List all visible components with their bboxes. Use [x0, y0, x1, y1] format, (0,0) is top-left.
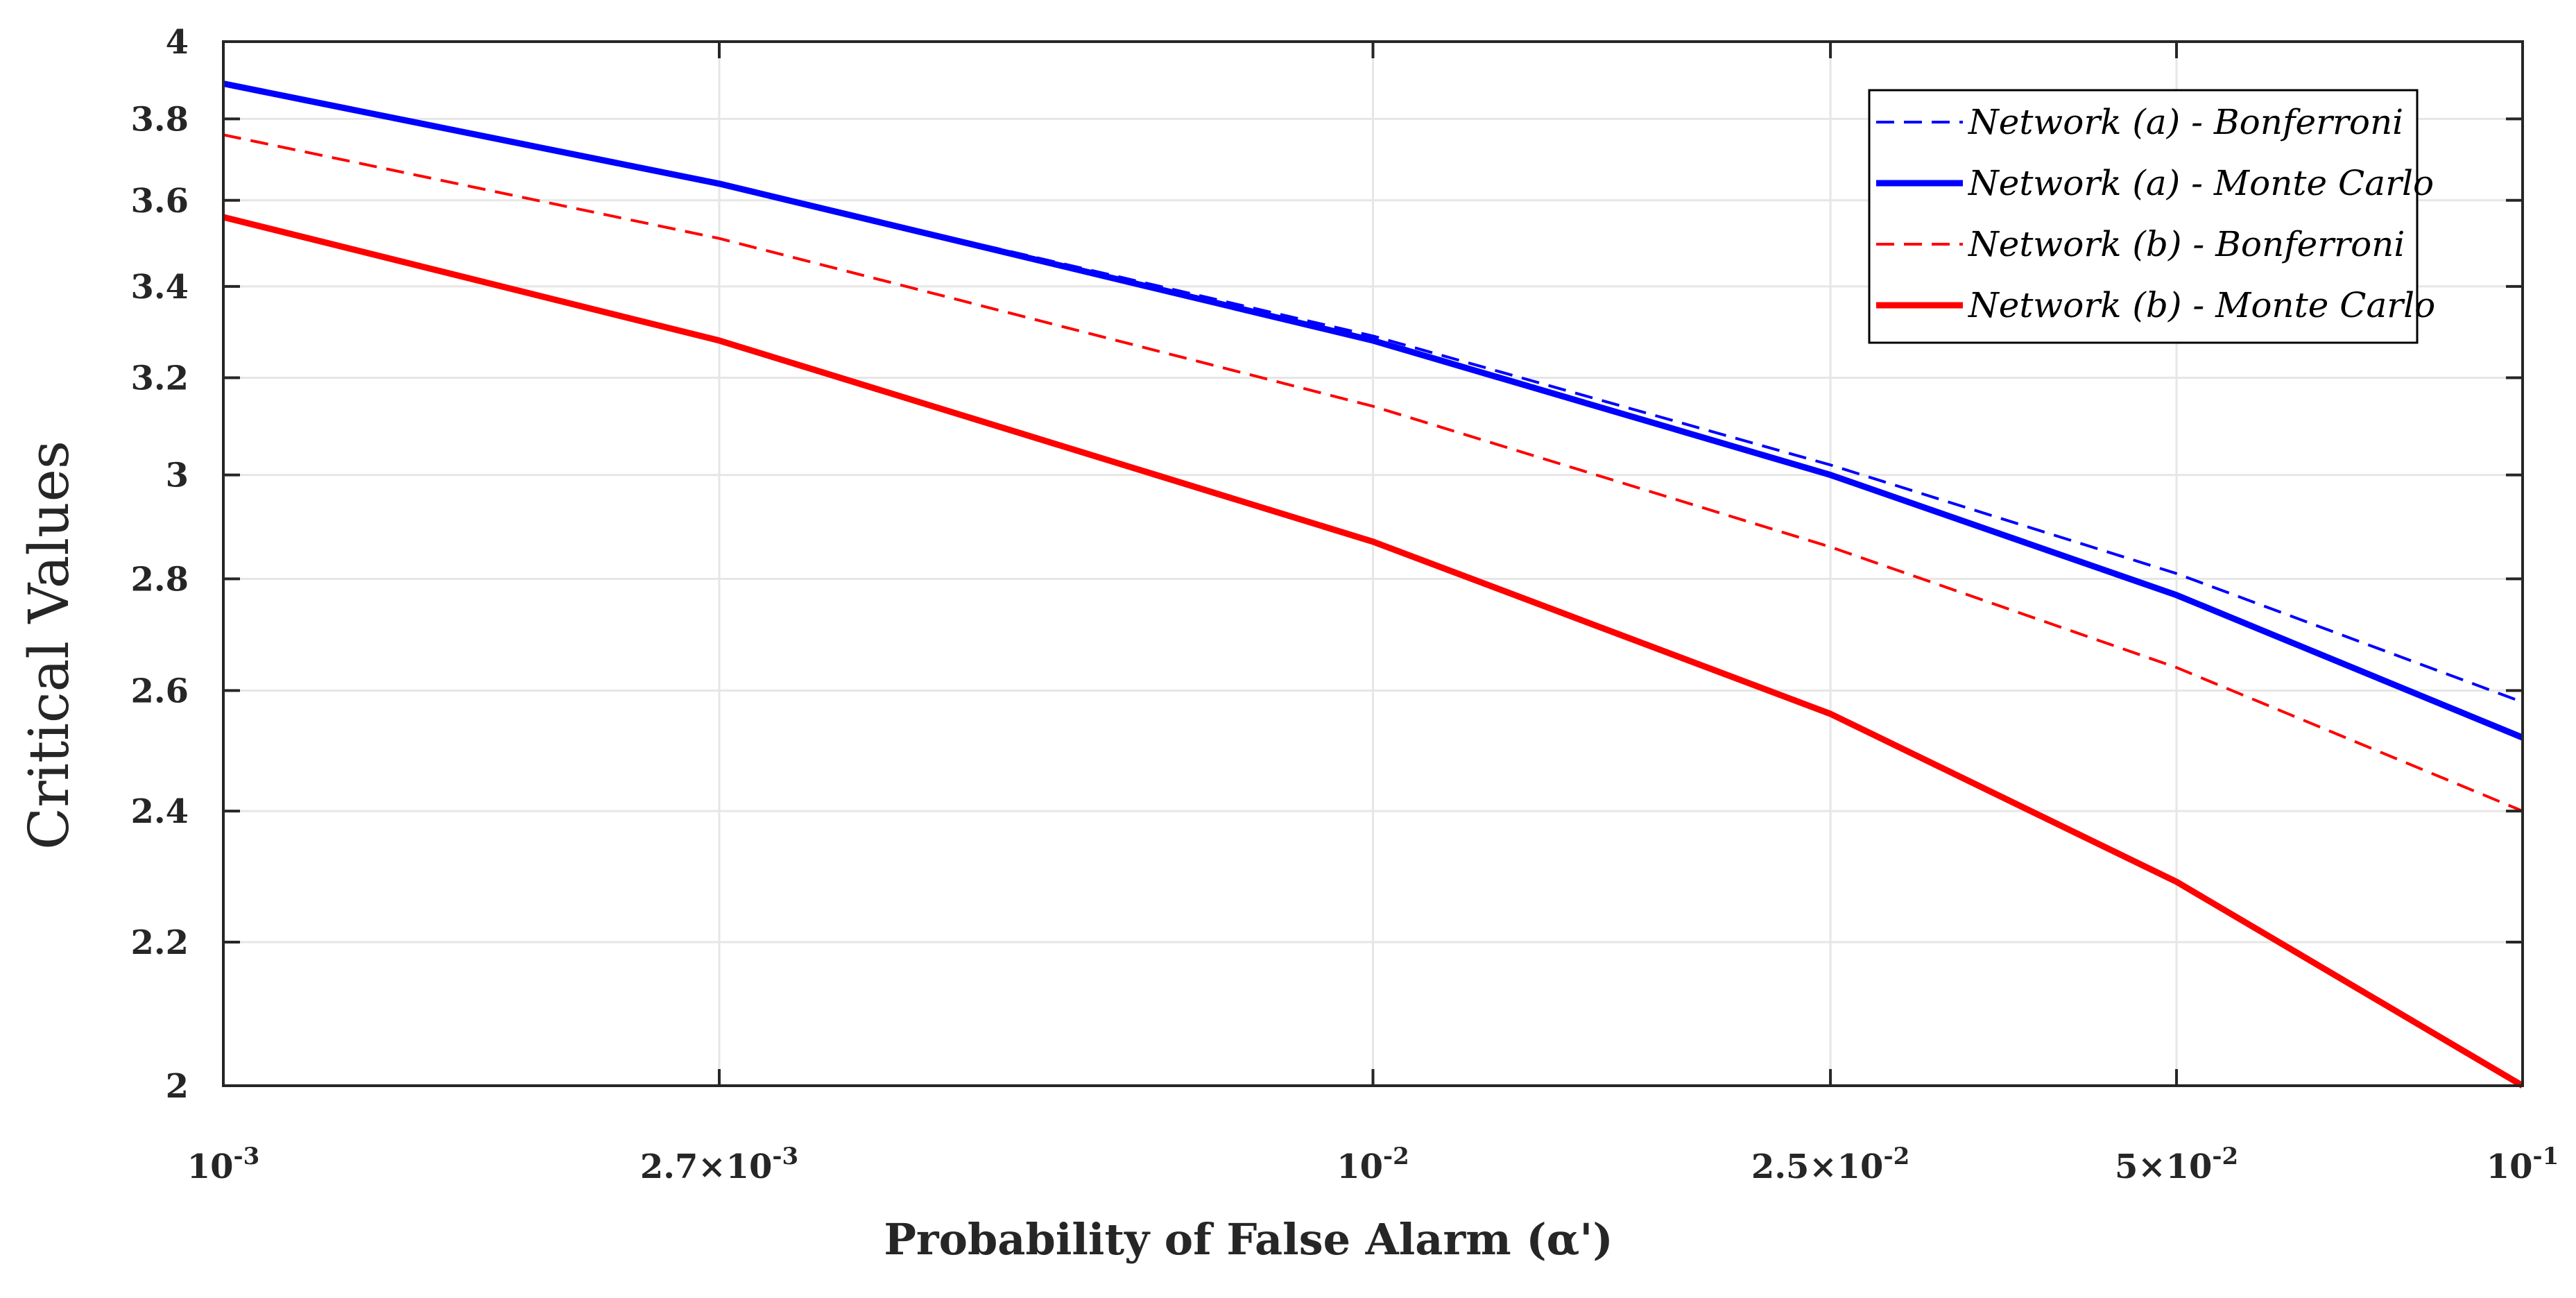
legend: Network (a) - Bonferroni Network (a) - Mo…	[1868, 89, 2435, 344]
y-axis-title: Critical Values	[17, 441, 81, 850]
legend-label-2: Network (a) - Monte Carlo	[1968, 163, 2434, 203]
y-tick-label: 2.8	[130, 560, 189, 599]
y-tick-label: 3.2	[130, 359, 189, 398]
axis-ticks	[222, 40, 2524, 1087]
y-tick-label: 2	[166, 1067, 189, 1106]
y-tick-label: 3.6	[130, 182, 189, 221]
legend-label-3: Network (b) - Bonferroni	[1968, 224, 2405, 264]
y-tick-label: 3.8	[130, 100, 189, 139]
y-tick-label: 2.2	[130, 923, 189, 962]
x-tick-labels: 10-3 2.7×10-3 10-2 2.5×10-2 5×10-2 10-1	[187, 1143, 2559, 1186]
x-tick-label: 10-2	[1337, 1143, 1409, 1186]
y-tick-labels: 2 2.2 2.4 2.6 2.8 3 3.2 3.4 3.6 3.8 4	[130, 23, 189, 1106]
y-tick-label: 2.6	[130, 672, 189, 710]
y-tick-label: 2.4	[130, 792, 189, 831]
x-tick-label: 2.7×10-3	[640, 1143, 798, 1186]
y-tick-label: 3	[166, 456, 189, 495]
legend-label-4: Network (b) - Monte Carlo	[1968, 285, 2435, 325]
x-axis-title: Probability of False Alarm (α')	[884, 1214, 1613, 1265]
legend-box	[1868, 89, 2419, 344]
series-line-4	[222, 214, 2525, 1088]
y-tick-label: 4	[166, 23, 189, 62]
series-lines	[222, 80, 2525, 1088]
legend-label-1: Network (a) - Bonferroni	[1968, 102, 2403, 142]
x-tick-label: 2.5×10-2	[1751, 1143, 1909, 1186]
y-tick-label: 3.4	[130, 268, 189, 307]
x-tick-label: 10-3	[187, 1143, 260, 1186]
series-line-2	[223, 80, 2524, 741]
series-line-3	[223, 133, 2523, 812]
x-tick-label: 10-1	[2487, 1143, 2559, 1186]
x-tick-label: 5×10-2	[2115, 1143, 2238, 1186]
